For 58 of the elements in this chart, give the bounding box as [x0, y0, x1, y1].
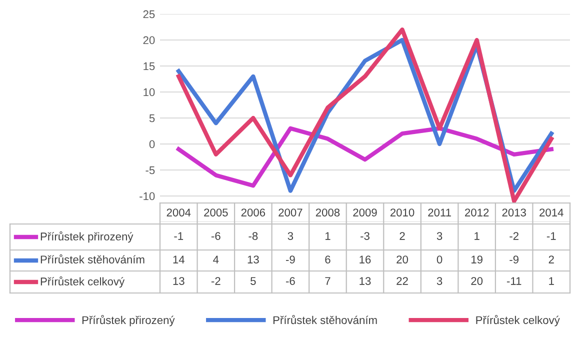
data-label: 20 — [471, 277, 483, 285]
data-label: 3 — [436, 277, 442, 285]
data-label: 20 — [396, 256, 408, 264]
data-label: -1 — [174, 232, 184, 240]
x-tick-label: 2012 — [465, 208, 489, 216]
data-label: -3 — [360, 232, 370, 240]
text: Přírůstek stěhováním — [273, 315, 377, 324]
y-tick-label: 20 — [143, 36, 155, 44]
data-label: 13 — [360, 277, 371, 285]
legend-label: Přírůstek přirozený — [40, 231, 134, 243]
y-tick-label: -10 — [140, 192, 155, 200]
data-label: -9 — [286, 256, 295, 264]
legend-label: Přírůstek stěhováním — [40, 254, 144, 264]
data-label: 1 — [474, 232, 480, 240]
y-tick-label: 15 — [144, 62, 155, 70]
data-label: -11 — [506, 277, 522, 285]
data-label: 2 — [400, 232, 405, 240]
data-label: 1 — [549, 277, 554, 285]
data-label: -6 — [211, 232, 220, 240]
y-tick-label: 25 — [143, 10, 155, 18]
x-tick-label: 2006 — [241, 208, 266, 216]
data-label: 5 — [250, 277, 256, 285]
x-tick-label: 2005 — [204, 208, 228, 216]
x-tick-label: 2004 — [166, 208, 191, 216]
data-label: -2 — [211, 277, 220, 285]
data-label: 13 — [173, 277, 184, 285]
y-tick-label: 5 — [149, 114, 155, 122]
x-tick-label: 2014 — [540, 208, 564, 216]
text: Přírůstek celkový — [476, 315, 560, 326]
x-tick-label: 2008 — [316, 208, 340, 216]
x-tick-label: 2009 — [353, 208, 377, 216]
data-label: -1 — [546, 232, 556, 240]
data-label: 1 — [325, 232, 330, 240]
data-label: 0 — [436, 256, 442, 264]
legend-label: Přírůstek celkový — [40, 276, 125, 288]
data-label: 14 — [173, 256, 184, 264]
data-label: 7 — [325, 277, 330, 285]
data-label: -9 — [510, 256, 519, 264]
text: Přírůstek přirozený — [82, 315, 175, 326]
data-label: -8 — [248, 232, 258, 240]
y-tick-label: -5 — [146, 166, 155, 174]
x-tick-label: 2007 — [278, 208, 302, 216]
data-label: 2 — [548, 256, 554, 264]
data-label: 6 — [325, 256, 330, 264]
x-tick-label: 2013 — [502, 208, 526, 216]
data-label: 3 — [436, 232, 442, 240]
y-tick-label: 0 — [149, 140, 155, 148]
x-tick-label: 2011 — [428, 208, 451, 216]
data-label: -2 — [510, 232, 518, 240]
data-label: 19 — [471, 256, 482, 264]
data-label: 13 — [248, 256, 259, 264]
y-tick-label: 10 — [144, 88, 155, 96]
data-label: 4 — [213, 256, 219, 264]
data-label: -6 — [286, 277, 295, 285]
data-label: 3 — [288, 232, 294, 240]
data-label: 22 — [396, 277, 408, 285]
x-tick-label: 2010 — [390, 208, 414, 216]
data-label: 16 — [360, 256, 371, 264]
